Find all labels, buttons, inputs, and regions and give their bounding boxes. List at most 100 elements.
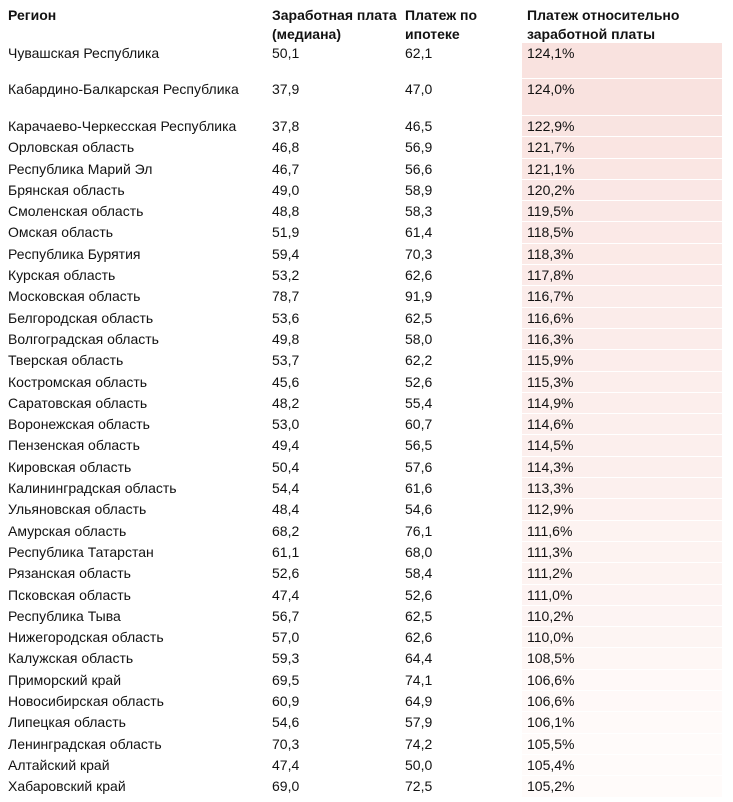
salary-cell: 61,1 bbox=[272, 543, 300, 560]
ratio-cell: 111,0% bbox=[522, 584, 722, 606]
salary-cell: 56,7 bbox=[272, 607, 300, 624]
salary-cell: 47,4 bbox=[272, 586, 300, 603]
salary-cell: 54,6 bbox=[272, 714, 300, 731]
payment-cell: 56,9 bbox=[405, 139, 433, 156]
table-row: Псковская область 47,4 52,6 111,0% bbox=[0, 584, 733, 606]
region-cell: Липецкая область bbox=[8, 714, 126, 731]
payment-cell: 54,6 bbox=[405, 501, 433, 518]
table-row: Волгоградская область 49,8 58,0 116,3% bbox=[0, 328, 733, 351]
ratio-cell: 124,1% bbox=[522, 43, 722, 79]
salary-cell: 59,4 bbox=[272, 245, 300, 262]
ratio-cell: 105,2% bbox=[522, 776, 722, 798]
payment-cell: 74,2 bbox=[405, 735, 433, 752]
salary-cell: 53,7 bbox=[272, 352, 300, 369]
payment-cell: 57,6 bbox=[405, 458, 433, 475]
region-cell: Республика Татарстан bbox=[8, 543, 154, 560]
table-row: Рязанская область 52,6 58,4 111,2% bbox=[0, 563, 733, 585]
region-cell: Чувашская Республика bbox=[8, 45, 160, 61]
ratio-cell: 112,9% bbox=[522, 499, 722, 521]
region-cell: Приморский край bbox=[8, 671, 122, 688]
region-cell: Воронежская область bbox=[8, 416, 150, 433]
region-cell: Республика Марий Эл bbox=[8, 160, 153, 177]
table-row: Алтайский край 47,4 50,0 105,4% bbox=[0, 754, 733, 777]
payment-cell: 62,5 bbox=[405, 309, 433, 326]
salary-cell: 50,4 bbox=[272, 458, 300, 475]
payment-cell: 76,1 bbox=[405, 522, 433, 539]
salary-cell: 69,0 bbox=[272, 778, 300, 795]
region-cell: Калининградская область bbox=[8, 480, 177, 497]
table-row: Курская область 53,2 62,6 117,8% bbox=[0, 265, 733, 287]
table-row: Калининградская область 54,4 61,6 113,3% bbox=[0, 478, 733, 500]
payment-cell: 60,7 bbox=[405, 416, 433, 433]
table-row: Республика Марий Эл 46,7 56,6 121,1% bbox=[0, 158, 733, 180]
table-row: Республика Татарстан 61,1 68,0 111,3% bbox=[0, 541, 733, 564]
payment-cell: 58,3 bbox=[405, 203, 433, 220]
table-row: Кабардино-Балкарская Республика 37,9 47,0 1… bbox=[0, 79, 733, 116]
column-header-payment-to-salary-ratio: Платеж относительно заработной платы bbox=[527, 7, 680, 42]
region-cell: Белгородская область bbox=[8, 309, 154, 326]
table-row: Орловская область 46,8 56,9 121,7% bbox=[0, 137, 733, 159]
table-row: Омская область 51,9 61,4 118,5% bbox=[0, 222, 733, 244]
region-cell: Алтайский край bbox=[8, 756, 110, 773]
payment-cell: 72,5 bbox=[405, 778, 433, 795]
salary-cell: 68,2 bbox=[272, 522, 300, 539]
table-body: Чувашская Республика 50,1 62,1 124,1% Кабард… bbox=[0, 43, 733, 798]
region-cell: Смоленская область bbox=[8, 203, 144, 220]
table-row: Пензенская область 49,4 56,5 114,5% bbox=[0, 435, 733, 457]
salary-cell: 49,4 bbox=[272, 437, 300, 454]
region-cell: Ленинградская область bbox=[8, 735, 162, 752]
payment-cell: 62,6 bbox=[405, 629, 433, 646]
region-cell: Рязанская область bbox=[8, 565, 131, 582]
ratio-cell: 119,5% bbox=[522, 201, 722, 223]
payment-cell: 50,0 bbox=[405, 756, 433, 773]
salary-cell: 45,6 bbox=[272, 373, 300, 390]
region-cell: Саратовская область bbox=[8, 394, 148, 411]
payment-cell: 91,9 bbox=[405, 288, 433, 305]
table-row: Новосибирская область 60,9 64,9 106,6% bbox=[0, 691, 733, 713]
region-cell: Волгоградская область bbox=[8, 330, 159, 347]
salary-cell: 49,8 bbox=[272, 330, 300, 347]
payment-cell: 61,6 bbox=[405, 480, 433, 497]
ratio-cell: 108,5% bbox=[522, 648, 722, 670]
payment-cell: 68,0 bbox=[405, 543, 433, 560]
table-row: Ленинградская область 70,3 74,2 105,5% bbox=[0, 733, 733, 755]
payment-cell: 58,0 bbox=[405, 330, 433, 347]
payment-cell: 56,6 bbox=[405, 160, 433, 177]
region-cell: Республика Бурятия bbox=[8, 245, 141, 262]
salary-cell: 50,1 bbox=[272, 45, 300, 61]
table-row: Костромская область 45,6 52,6 115,3% bbox=[0, 371, 733, 393]
table-row: Республика Тыва 56,7 62,5 110,2% bbox=[0, 605, 733, 628]
payment-cell: 64,9 bbox=[405, 693, 433, 710]
table-row: Смоленская область 48,8 58,3 119,5% bbox=[0, 201, 733, 223]
ratio-cell: 116,3% bbox=[522, 328, 722, 351]
salary-cell: 54,4 bbox=[272, 480, 300, 497]
table-row: Приморский край 69,5 74,1 106,6% bbox=[0, 669, 733, 692]
salary-cell: 51,9 bbox=[272, 224, 300, 241]
table-row: Белгородская область 53,6 62,5 116,6% bbox=[0, 307, 733, 329]
region-cell: Орловская область bbox=[8, 139, 135, 156]
ratio-cell: 110,2% bbox=[522, 605, 722, 628]
ratio-cell: 118,3% bbox=[522, 243, 722, 266]
region-cell: Калужская область bbox=[8, 650, 134, 667]
ratio-cell: 113,3% bbox=[522, 478, 722, 500]
payment-cell: 74,1 bbox=[405, 671, 433, 688]
salary-cell: 78,7 bbox=[272, 288, 300, 305]
ratio-cell: 114,6% bbox=[522, 414, 722, 436]
ratio-cell: 111,6% bbox=[522, 520, 722, 542]
salary-cell: 48,2 bbox=[272, 394, 300, 411]
payment-cell: 52,6 bbox=[405, 586, 433, 603]
table-header: Регион Заработная плата (медиана) Платеж… bbox=[0, 0, 733, 43]
salary-cell: 53,0 bbox=[272, 416, 300, 433]
salary-cell: 69,5 bbox=[272, 671, 300, 688]
payment-cell: 46,5 bbox=[405, 118, 433, 134]
ratio-cell: 118,5% bbox=[522, 222, 722, 244]
salary-cell: 49,0 bbox=[272, 181, 300, 198]
region-cell: Брянская область bbox=[8, 181, 125, 198]
salary-cell: 47,4 bbox=[272, 756, 300, 773]
ratio-cell: 117,8% bbox=[522, 265, 722, 287]
region-cell: Нижегородская область bbox=[8, 629, 164, 646]
ratio-cell: 116,7% bbox=[522, 286, 722, 308]
ratio-cell: 105,4% bbox=[522, 754, 722, 777]
salary-cell: 59,3 bbox=[272, 650, 300, 667]
